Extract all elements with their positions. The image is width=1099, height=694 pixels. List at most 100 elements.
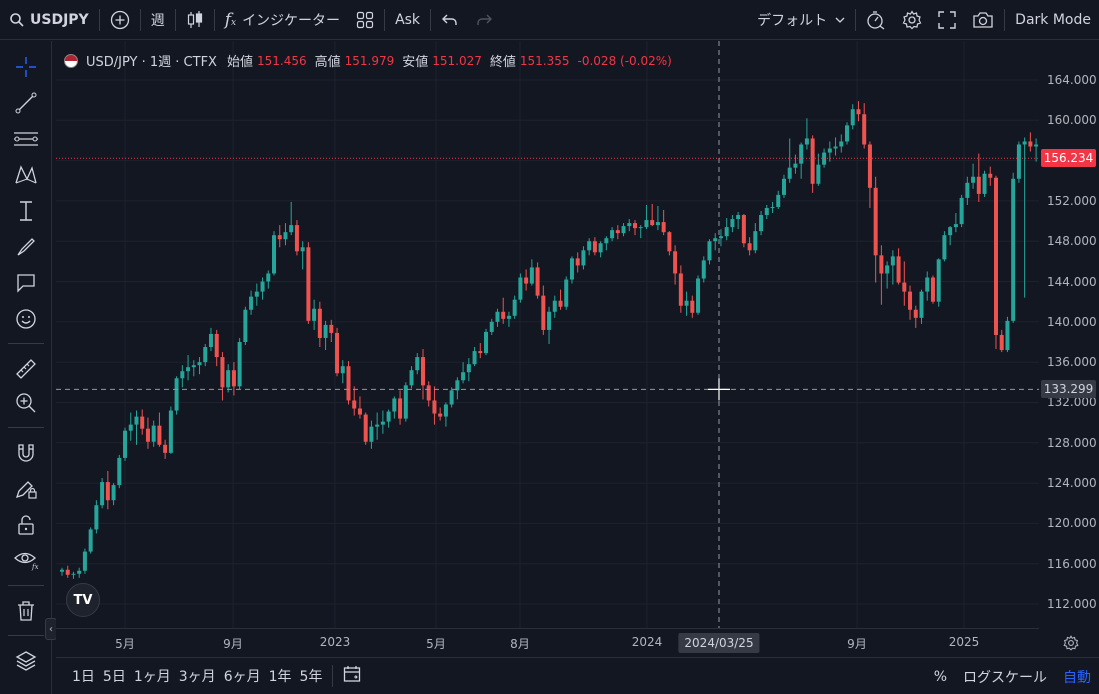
candle-body (357, 408, 362, 415)
candle-body (673, 251, 678, 274)
snapshot-button[interactable] (964, 0, 1002, 40)
legend-open-label: 始値 (226, 55, 253, 70)
candle-body (598, 243, 603, 253)
candle-body (867, 144, 872, 188)
fullscreen-button[interactable] (930, 0, 964, 40)
candle-body (793, 163, 798, 168)
candlestick-chart[interactable] (56, 41, 1039, 628)
range-5y-button[interactable]: 5年 (299, 669, 323, 685)
candle-body (489, 321, 494, 332)
annotation-tool[interactable] (10, 267, 42, 299)
layouts-button[interactable] (348, 0, 382, 40)
lock-drawings-tool[interactable] (10, 509, 42, 541)
candle-body (1016, 144, 1021, 179)
ruler-tool[interactable] (10, 353, 42, 385)
ask-button[interactable]: Ask (395, 11, 421, 28)
candle-body (82, 551, 87, 571)
theme-toggle-button[interactable]: Dark Mode (1015, 12, 1091, 28)
log-scale-button[interactable]: ログスケール (963, 669, 1047, 686)
chevron-down-icon (835, 17, 845, 23)
range-1y-button[interactable]: 1年 (268, 669, 292, 685)
divider (8, 635, 44, 636)
chart-pane[interactable]: USD/JPY · 1週 · CTFX 始値 151.456 高値 151.97… (56, 41, 1039, 628)
emoji-tool[interactable] (10, 303, 42, 335)
candle-body (163, 444, 168, 453)
time-scale[interactable]: 5月 9月 2023 5月 8月 2024 9月 2025 2024/03/25 (56, 628, 1039, 656)
candle-body (65, 569, 70, 575)
candle-body (134, 416, 139, 425)
candle-body (925, 277, 930, 292)
candle-body (529, 267, 534, 284)
legend-low-value: 151.027 (432, 53, 482, 68)
candle-body (506, 315, 511, 319)
candle-body (1034, 144, 1039, 147)
candle-body (214, 333, 219, 358)
range-6m-button[interactable]: 6ヶ月 (223, 669, 261, 685)
range-1m-button[interactable]: 1ヶ月 (133, 669, 171, 685)
candle-body (203, 347, 208, 363)
brush-tool[interactable] (10, 231, 42, 263)
stay-in-drawing-tool[interactable] (10, 473, 42, 505)
candle-body (690, 300, 695, 313)
redo-button[interactable] (467, 0, 501, 40)
candle-body (94, 505, 99, 530)
undo-button[interactable] (433, 0, 467, 40)
candle-body (140, 416, 145, 429)
candle-body (638, 227, 643, 229)
candle-body (105, 482, 110, 501)
candle-body (254, 291, 259, 297)
candle-body (650, 220, 655, 226)
magnet-tool[interactable] (10, 437, 42, 469)
comment-icon (17, 274, 35, 293)
measure-tool[interactable] (10, 195, 42, 227)
settings-button[interactable] (894, 0, 930, 40)
horizontal-lines-tool[interactable] (10, 123, 42, 155)
pattern-tool[interactable] (10, 159, 42, 191)
candle-body (627, 223, 632, 227)
candle-body (461, 372, 466, 381)
object-tree-tool[interactable] (10, 645, 42, 677)
compare-button[interactable] (102, 0, 138, 40)
trend-line-tool[interactable] (10, 87, 42, 119)
legend-symbol: USD/JPY · 1週 · CTFX (86, 55, 217, 70)
candle-body (936, 259, 941, 302)
hide-drawings-tool[interactable]: fx (10, 543, 42, 575)
chart-type-button[interactable] (178, 0, 212, 40)
candle-body (352, 400, 357, 409)
go-to-date-button[interactable] (343, 665, 361, 687)
range-5d-button[interactable]: 5日 (102, 669, 126, 685)
remove-drawings-tool[interactable] (10, 595, 42, 627)
zoom-tool[interactable] (10, 387, 42, 419)
tradingview-logo[interactable]: TV (66, 583, 100, 617)
auto-scale-button[interactable]: 自動 (1063, 669, 1091, 686)
indicators-button[interactable]: fx インジケーター (217, 0, 348, 40)
candle-body (890, 256, 895, 266)
scale-settings-button[interactable] (1060, 632, 1082, 654)
legend-close-label: 終値 (489, 55, 516, 70)
candle-body (426, 385, 431, 401)
candle-body (587, 241, 592, 251)
percent-scale-button[interactable]: % (933, 668, 947, 685)
crosshair-tool[interactable] (10, 51, 42, 83)
symbol-search-button[interactable]: USDJPY (0, 0, 97, 40)
quick-search-button[interactable] (858, 0, 894, 40)
layout-menu-button[interactable]: デフォルト (749, 0, 853, 40)
candle-body (220, 357, 225, 388)
candle-body (186, 367, 191, 372)
candle-body (375, 424, 380, 427)
legend-close-value: 151.355 (519, 53, 570, 68)
candle-body (208, 333, 213, 348)
range-1d-button[interactable]: 1日 (72, 669, 95, 685)
candle-body (976, 176, 981, 194)
layers-icon (15, 651, 37, 671)
divider (430, 8, 432, 31)
range-3m-button[interactable]: 3ヶ月 (178, 669, 216, 685)
candle-body (953, 224, 958, 228)
interval-button[interactable]: 週 (150, 12, 165, 29)
price-scale[interactable]: 164.000160.000156.000152.000148.000144.0… (1039, 41, 1099, 628)
candle-body (260, 281, 265, 292)
candle-body (971, 176, 976, 183)
gear-icon (1063, 635, 1079, 651)
candle-body (409, 370, 414, 386)
redo-icon (477, 14, 493, 25)
